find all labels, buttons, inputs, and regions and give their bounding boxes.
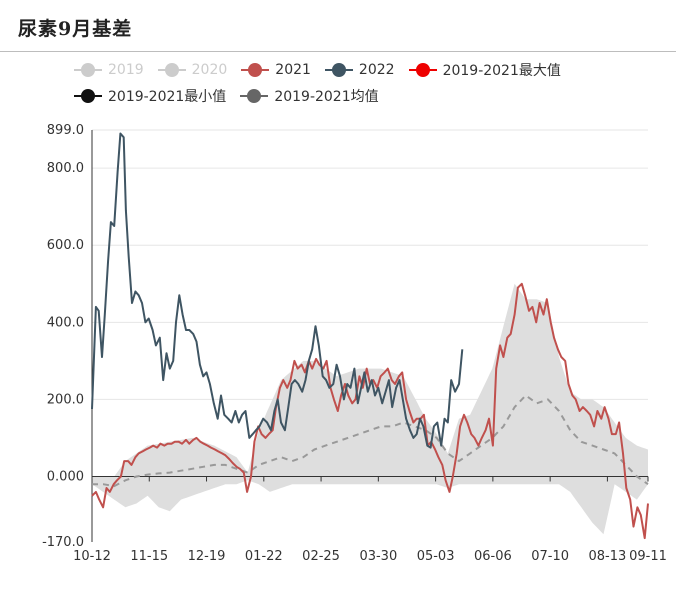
- legend-item-2020[interactable]: 2020: [157, 62, 228, 78]
- chart-title: 尿素9月基差: [18, 18, 133, 40]
- legend-label: 2019-2021均值: [274, 89, 379, 105]
- x-tick-label: 09-11: [629, 549, 667, 564]
- legend-marker-icon: [74, 63, 102, 77]
- x-tick-label: 02-25: [302, 549, 340, 564]
- legend: 2019 2020 2021 2022 2019-2021最大值 2019-20…: [74, 57, 634, 109]
- legend-label: 2019-2021最大值: [442, 63, 561, 79]
- y-tick-label: 800.0: [47, 161, 84, 176]
- min-max-band: [92, 283, 648, 535]
- legend-label: 2021: [275, 62, 311, 78]
- legend-item-max[interactable]: 2019-2021最大值: [408, 60, 561, 80]
- legend-item-avg[interactable]: 2019-2021均值: [240, 86, 379, 106]
- x-tick-label: 01-22: [245, 549, 283, 564]
- legend-row-1: 2019 2020 2021 2022 2019-2021最大值: [74, 57, 634, 83]
- x-tick-label: 07-10: [531, 549, 569, 564]
- y-tick-label: 200.0: [47, 392, 84, 407]
- legend-item-min[interactable]: 2019-2021最小值: [74, 86, 226, 106]
- y-tick-label: 600.0: [47, 238, 84, 253]
- legend-item-2019[interactable]: 2019: [74, 62, 144, 78]
- x-tick-label: 12-19: [188, 549, 226, 564]
- y-tick-label: 899.0: [47, 123, 84, 138]
- x-tick-label: 08-13: [589, 549, 627, 564]
- x-tick-label: 06-06: [474, 549, 512, 564]
- series-2022-line: [91, 132, 464, 449]
- x-tick-label: 03-30: [359, 549, 397, 564]
- legend-marker-icon: [157, 63, 186, 77]
- legend-label: 2020: [191, 62, 228, 78]
- legend-row-2: 2019-2021最小值 2019-2021均值: [74, 83, 634, 109]
- y-tick-label: 400.0: [47, 315, 84, 330]
- legend-marker-icon: [324, 63, 353, 77]
- legend-marker-icon: [408, 63, 437, 77]
- title-divider: [0, 51, 676, 52]
- x-tick-label: 10-12: [73, 549, 111, 564]
- legend-marker-icon: [241, 63, 270, 77]
- legend-label: 2019-2021最小值: [108, 89, 227, 105]
- series-avg-line: [92, 394, 649, 488]
- legend-item-2022[interactable]: 2022: [324, 62, 395, 78]
- legend-marker-icon: [74, 89, 102, 103]
- y-tick-label: -170.0: [42, 535, 84, 550]
- legend-item-2021[interactable]: 2021: [241, 62, 311, 78]
- x-tick-label: 05-03: [417, 549, 455, 564]
- legend-marker-icon: [240, 89, 269, 103]
- y-tick-label: 0.000: [47, 469, 84, 484]
- legend-label: 2022: [358, 62, 395, 78]
- legend-label: 2019: [108, 62, 144, 78]
- x-tick-label: 11-15: [130, 549, 168, 564]
